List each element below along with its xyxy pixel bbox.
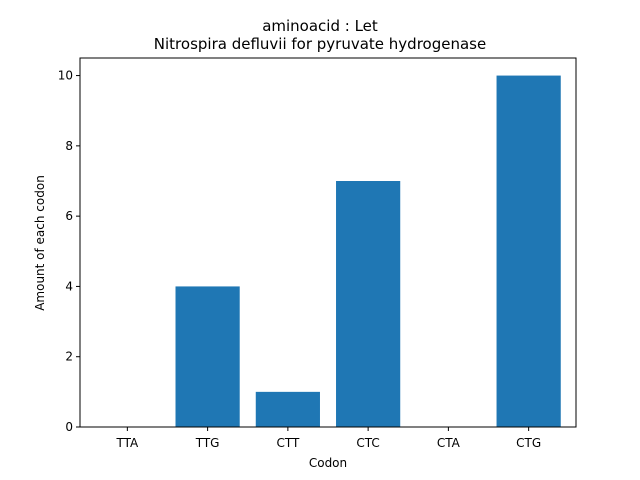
x-tick-label-tta: TTA: [115, 436, 139, 450]
plot-frame: [79, 57, 577, 428]
y-tick-label: 6: [65, 209, 73, 223]
y-tick-label: 0: [65, 420, 73, 434]
bars-group: [175, 75, 561, 428]
x-tick-label-cta: CTA: [437, 436, 461, 450]
y-tick-label: 4: [65, 279, 73, 293]
x-tick-label-ctt: CTT: [276, 436, 299, 450]
bar-ctt: [255, 391, 320, 427]
y-tick-label: 2: [65, 350, 73, 364]
y-ticks-group: 0 2 4 6 8 10: [58, 69, 80, 434]
chart-title: aminoacid : Let: [262, 17, 378, 35]
x-axis-label: Codon: [309, 456, 347, 470]
x-ticks-group: TTA TTG CTT CTC CTA CTG: [115, 427, 541, 450]
x-tick-label-ctg: CTG: [516, 436, 541, 450]
y-tick-label: 8: [65, 139, 73, 153]
bar-ttg: [175, 286, 240, 427]
x-tick-label-ttg: TTG: [195, 436, 220, 450]
y-tick-label: 10: [58, 69, 73, 83]
x-tick-label-ctc: CTC: [356, 436, 379, 450]
bar-ctc: [336, 181, 401, 427]
y-axis-label: Amount of each codon: [33, 175, 47, 311]
chart-subtitle: Nitrospira defluvii for pyruvate hydroge…: [154, 35, 486, 53]
bar-ctg: [496, 75, 561, 428]
